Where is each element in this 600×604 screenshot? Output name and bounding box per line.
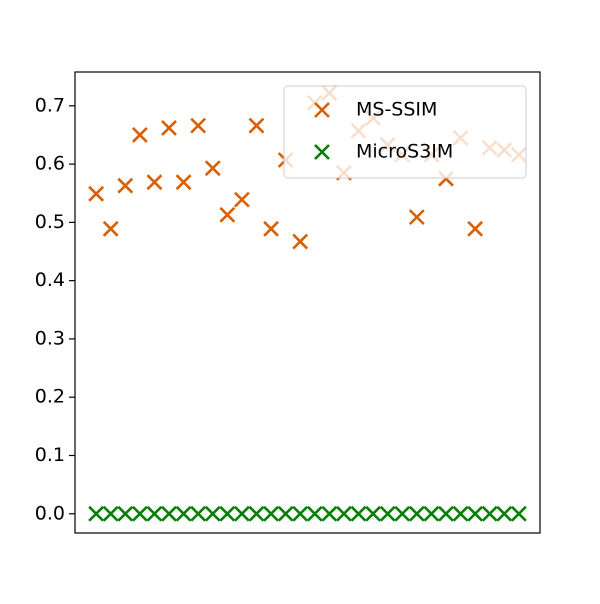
y-tick-label: 0.6 [35,153,65,175]
point [423,505,440,522]
point [379,505,396,522]
point [292,505,309,522]
point [496,505,513,522]
legend-marker [314,144,330,160]
point [88,185,105,202]
point [292,233,309,250]
point [175,505,192,522]
point [263,505,279,522]
point [204,160,221,177]
point [408,505,425,522]
point [350,505,367,522]
point [510,505,527,522]
point [365,505,382,522]
point [161,120,177,136]
point [117,177,134,194]
point [438,505,454,522]
point [117,505,134,522]
y-tick-label: 0.5 [35,211,65,233]
point [175,174,192,191]
point [248,505,265,522]
legend-label: MS-SSIM [356,99,437,121]
point [146,174,163,191]
legend-marker [314,102,330,118]
legend-label: MicroS3IM [356,141,453,163]
y-tick-label: 0.3 [35,327,65,349]
point [277,505,294,522]
y-tick-label: 0.2 [35,386,65,408]
point [204,505,221,522]
y-tick-label: 0.4 [35,269,65,291]
point [263,220,279,237]
point [146,505,163,522]
point [321,505,338,522]
point [131,127,148,143]
series [88,505,527,522]
point [467,220,484,237]
point [408,209,425,226]
point [306,505,323,522]
point [394,505,411,522]
point [131,505,148,522]
point [190,117,207,134]
point [102,220,119,237]
y-tick-label: 0.1 [35,444,65,466]
point [102,505,119,522]
point [336,505,352,522]
point [467,505,484,522]
legend-box [283,85,527,179]
point [233,505,250,522]
point [161,505,177,522]
point [248,117,265,134]
point [88,505,105,522]
legend: MS-SSIM MicroS3IM [283,85,527,179]
point [219,505,236,522]
point [452,505,469,522]
plot-frame [74,71,541,534]
y-tick-label: 0.7 [35,94,65,116]
y-tick-label: 0.0 [35,502,65,524]
point [219,206,236,223]
point [481,505,498,522]
point [233,191,250,208]
point [190,505,207,522]
